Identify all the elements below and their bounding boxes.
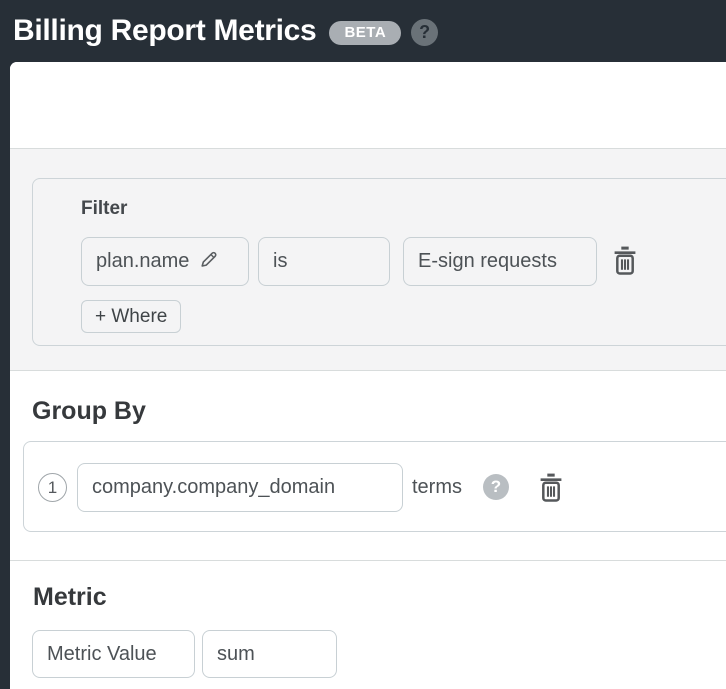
filter-field-value: plan.name [96, 250, 190, 272]
metric-field-select[interactable]: Metric Value [32, 630, 195, 678]
beta-badge: BETA [329, 20, 402, 45]
group-by-index-badge: 1 [38, 473, 67, 502]
filter-operator-value: is [273, 250, 288, 272]
metric-aggregation-value: sum [217, 642, 255, 665]
group-by-field-value: company.company_domain [92, 476, 336, 498]
group-by-heading: Group By [32, 397, 146, 425]
add-where-label: + Where [95, 305, 168, 327]
page-help-icon[interactable]: ? [411, 19, 439, 46]
filter-panel [32, 178, 726, 346]
group-by-help-icon[interactable]: ? [483, 474, 509, 500]
group-by-trash-icon[interactable] [538, 473, 564, 503]
group-by-field-select[interactable]: company.company_domain [77, 463, 403, 512]
filter-field-select[interactable]: plan.name [81, 237, 249, 286]
metric-aggregation-select[interactable]: sum [202, 630, 337, 678]
filter-trash-icon[interactable] [612, 246, 638, 276]
page-title: Billing Report Metrics [13, 14, 317, 47]
group-by-index: 1 [47, 477, 58, 497]
group-by-aggregation-label: terms [412, 476, 462, 498]
filter-operator-select[interactable]: is [258, 237, 390, 286]
add-where-button[interactable]: + Where [81, 300, 182, 333]
metric-field-value: Metric Value [47, 642, 157, 665]
filter-value-select[interactable]: E-sign requests [403, 237, 597, 286]
filter-heading: Filter [81, 198, 128, 219]
filter-value-text: E-sign requests [418, 250, 557, 272]
metric-heading: Metric [33, 583, 107, 611]
page-header: Billing Report Metrics BETA ? [0, 0, 726, 62]
section-divider [10, 560, 726, 561]
empty-toolbar-area [10, 62, 726, 148]
filter-section [10, 148, 726, 371]
edit-pencil-icon[interactable] [198, 248, 220, 276]
report-builder-card: Filter plan.name is E-sign requests [10, 62, 726, 689]
